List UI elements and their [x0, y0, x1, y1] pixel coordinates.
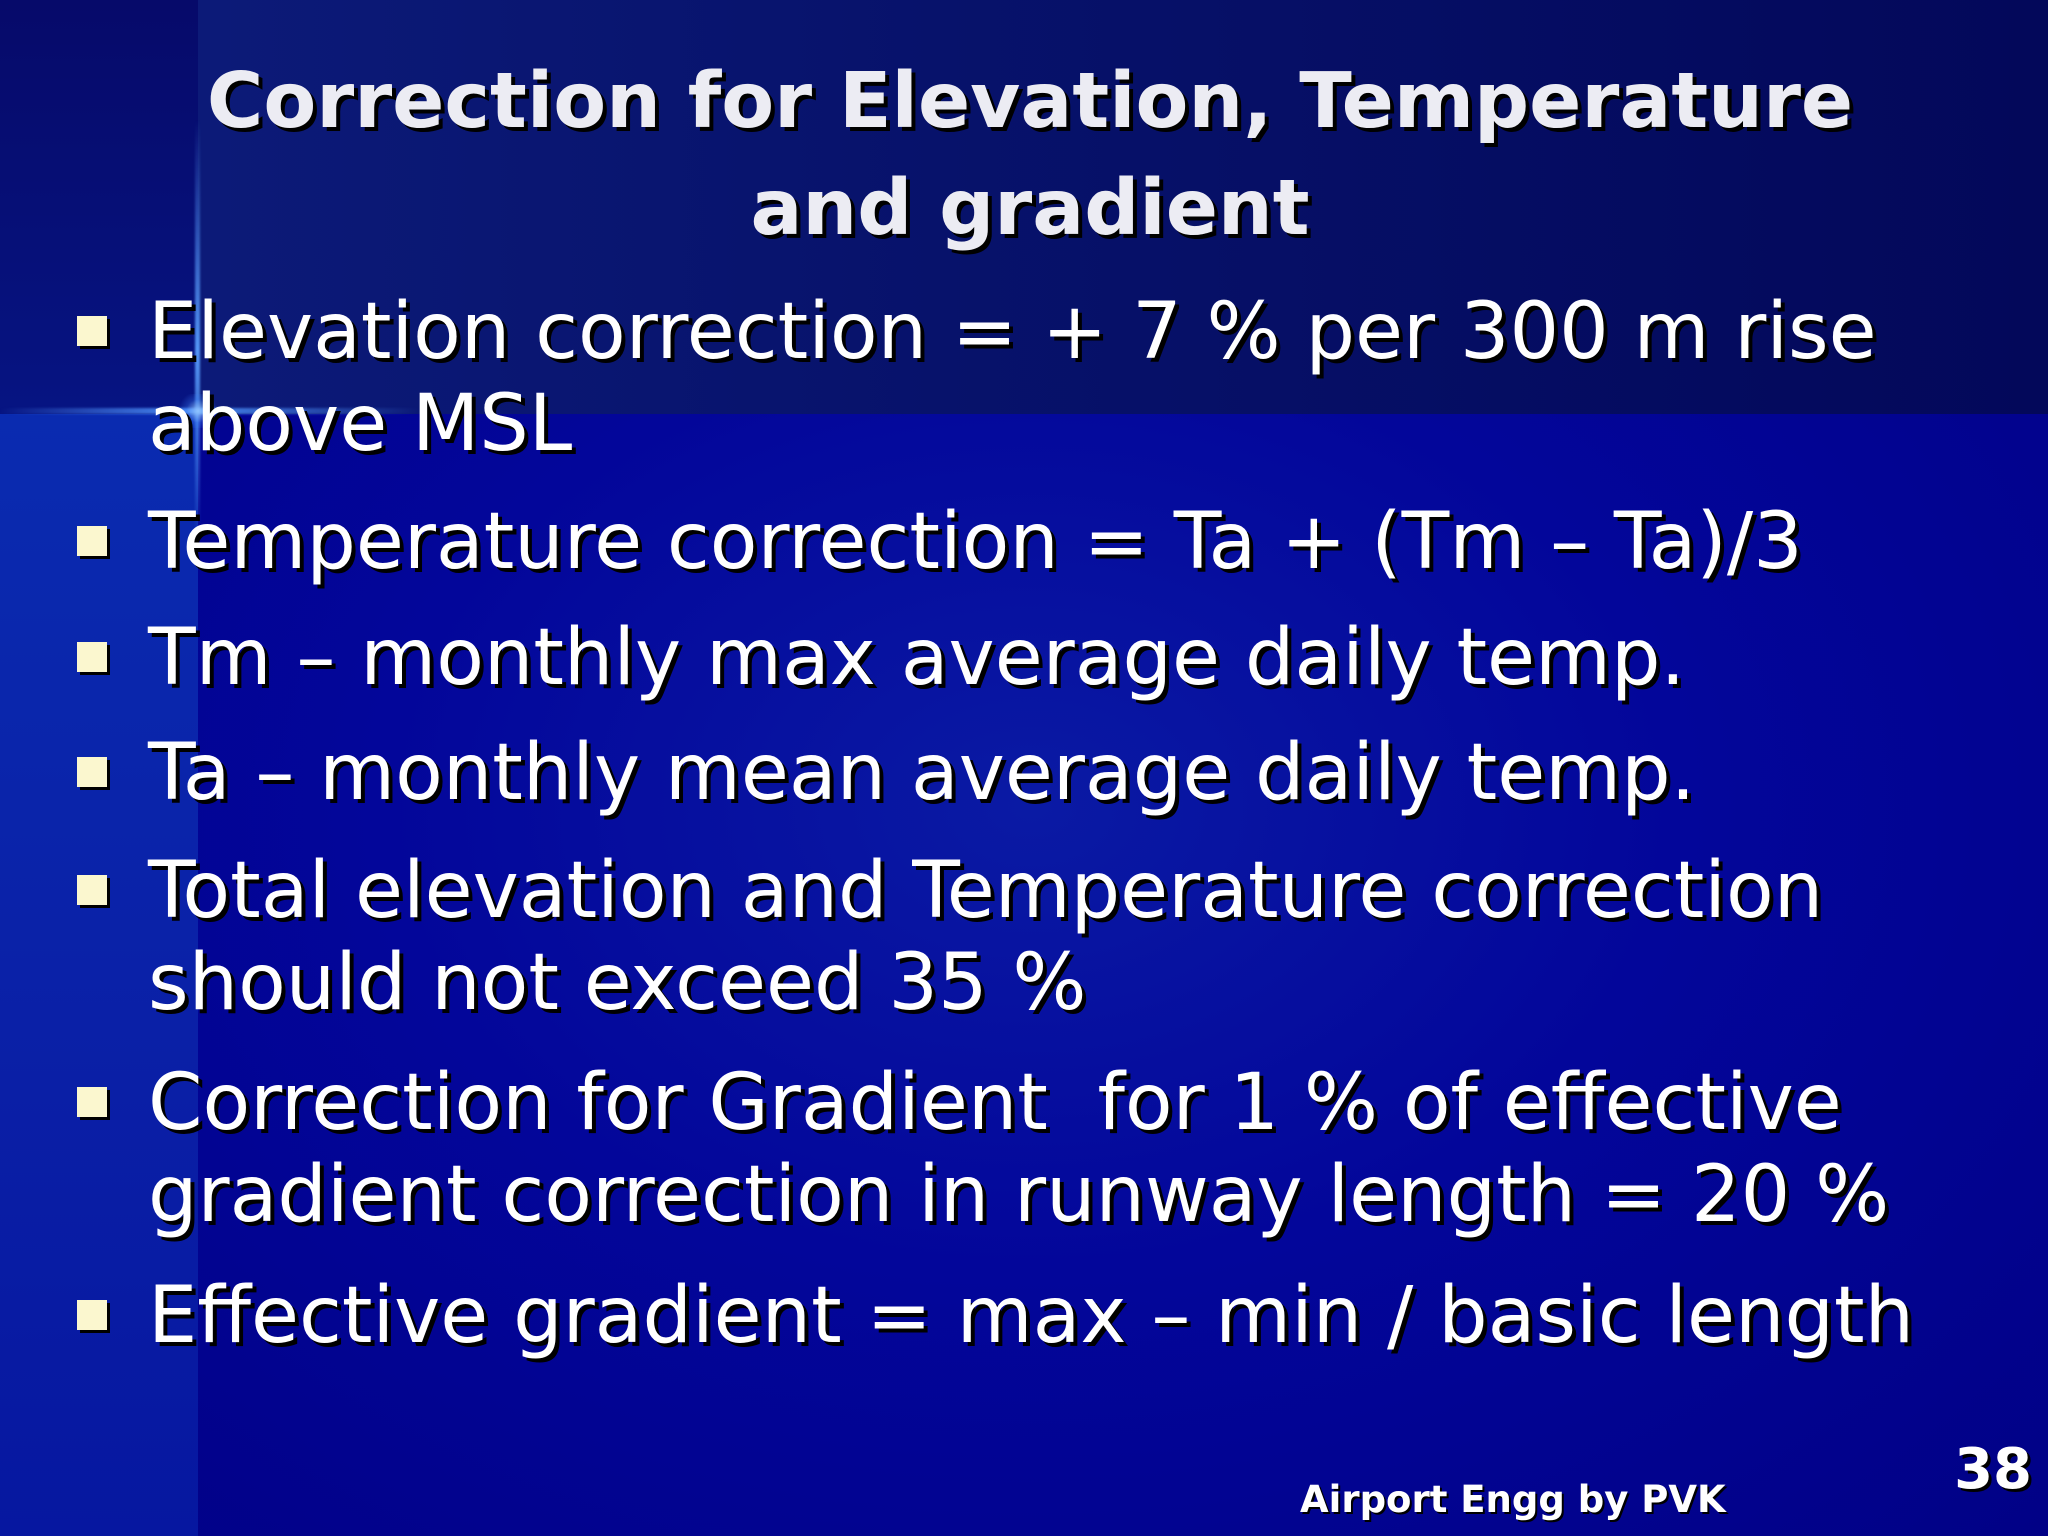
square-bullet-icon [77, 316, 107, 346]
bullet-line: should not exceed 35 % [148, 938, 1087, 1028]
bullet-item-tm-definition: Tm – monthly max average daily temp. [72, 612, 1972, 704]
slide-title-line-1: Correction for Elevation, Temperature [206, 57, 1854, 146]
background-main-panel [198, 414, 2048, 1536]
page-number: 38 [1954, 1437, 2032, 1502]
light-flare-vertical [195, 120, 200, 540]
background-top-band [198, 0, 2048, 414]
square-bullet-icon [77, 1300, 107, 1330]
bullet-item-effective-gradient: Effective gradient = max – min / basic l… [72, 1270, 1972, 1362]
bullet-item-temperature-correction: Temperature correction = Ta + (Tm – Ta)/… [72, 496, 1972, 588]
bullet-line: Tm – monthly max average daily temp. [148, 613, 1686, 703]
background-lower-left-panel [0, 414, 198, 1536]
bullet-line: gradient correction in runway length = 2… [148, 1150, 1890, 1240]
bullet-line: Ta – monthly mean average daily temp. [148, 728, 1696, 818]
bullet-item-gradient-correction: Correction for Gradient for 1 % of effec… [72, 1057, 1972, 1241]
square-bullet-icon [77, 1087, 107, 1117]
bullet-line: Elevation correction = + 7 % per 300 m r… [148, 287, 1877, 377]
square-bullet-icon [77, 642, 107, 672]
slide-title: Correction for Elevation, Temperature an… [120, 48, 1940, 262]
bullet-line: Effective gradient = max – min / basic l… [148, 1271, 1915, 1361]
square-bullet-icon [77, 757, 107, 787]
bullet-line: Temperature correction = Ta + (Tm – Ta)/… [148, 497, 1803, 587]
square-bullet-icon [77, 875, 107, 905]
square-bullet-icon [77, 526, 107, 556]
bullet-item-elevation-correction: Elevation correction = + 7 % per 300 m r… [72, 286, 1972, 470]
slide-title-line-2: and gradient [750, 164, 1310, 253]
bullet-item-total-correction-limit: Total elevation and Temperature correcti… [72, 845, 1972, 1029]
bullet-line: Total elevation and Temperature correcti… [148, 846, 1824, 936]
light-flare-core [178, 394, 218, 428]
footer-text: Airport Engg by PVK [1300, 1478, 1726, 1521]
bullet-line: Correction for Gradient for 1 % of effec… [148, 1058, 1842, 1148]
bullet-item-ta-definition: Ta – monthly mean average daily temp. [72, 727, 1972, 819]
bullet-line: above MSL [148, 379, 573, 469]
